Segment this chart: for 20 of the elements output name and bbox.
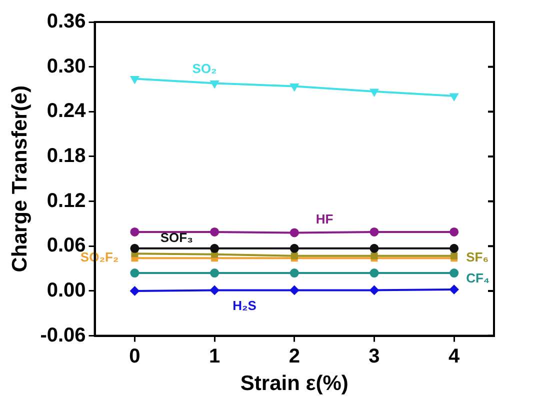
series-label: HF <box>316 212 334 227</box>
y-tick-label: 0.36 <box>46 10 86 33</box>
y-tick-label: 0.12 <box>46 190 86 212</box>
y-tick-label: 0.00 <box>46 279 86 302</box>
series-label: SF₆ <box>466 249 489 264</box>
y-tick-label: 0.30 <box>46 55 86 78</box>
y-tick-label: 0.24 <box>46 100 87 122</box>
series-label: CF₄ <box>466 270 490 286</box>
series-label: H₂S <box>232 298 257 313</box>
x-tick-label: 1 <box>208 345 220 368</box>
y-tick-label: -0.06 <box>40 324 86 346</box>
x-tick-label: 4 <box>448 345 461 368</box>
series-label: SOF₃ <box>160 230 194 245</box>
y-axis-title: Charge Transfer(e) <box>8 86 32 272</box>
y-tick-label: 0.18 <box>46 145 86 167</box>
x-tick-label: 3 <box>368 345 380 368</box>
x-axis-title: Strain ε(%) <box>240 372 348 396</box>
x-tick-label: 2 <box>288 345 300 368</box>
series-label: SO₂ <box>192 60 218 76</box>
x-tick-label: 0 <box>129 345 140 368</box>
